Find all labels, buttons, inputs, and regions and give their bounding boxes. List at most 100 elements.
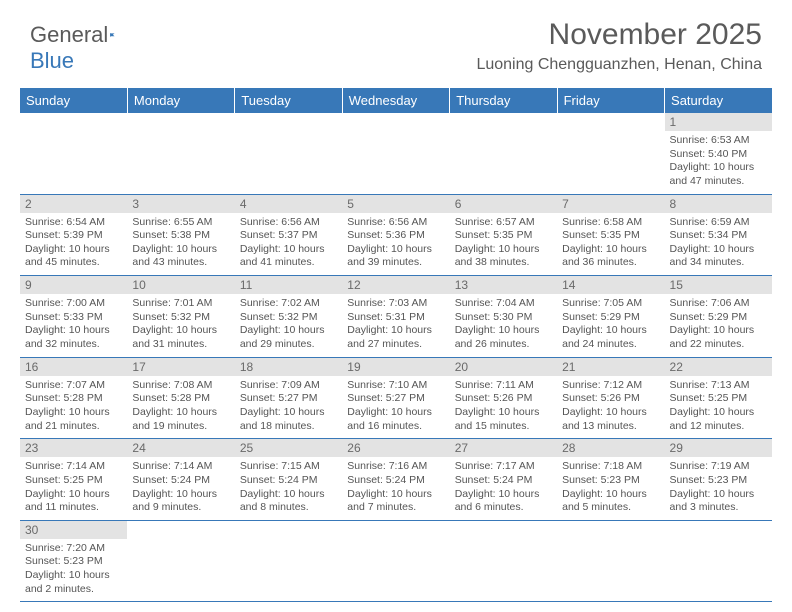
day-details: Sunrise: 7:14 AMSunset: 5:25 PMDaylight:… <box>20 457 127 520</box>
calendar-cell: 22Sunrise: 7:13 AMSunset: 5:25 PMDayligh… <box>665 357 772 439</box>
calendar-cell: 17Sunrise: 7:08 AMSunset: 5:28 PMDayligh… <box>127 357 234 439</box>
calendar-header-row: SundayMondayTuesdayWednesdayThursdayFrid… <box>20 88 772 113</box>
day-number: 21 <box>557 358 664 376</box>
day-details: Sunrise: 6:58 AMSunset: 5:35 PMDaylight:… <box>557 213 664 276</box>
day-number: 28 <box>557 439 664 457</box>
calendar-cell: 3Sunrise: 6:55 AMSunset: 5:38 PMDaylight… <box>127 194 234 276</box>
calendar-cell: 7Sunrise: 6:58 AMSunset: 5:35 PMDaylight… <box>557 194 664 276</box>
calendar-cell: 23Sunrise: 7:14 AMSunset: 5:25 PMDayligh… <box>20 439 127 521</box>
day-details: Sunrise: 7:19 AMSunset: 5:23 PMDaylight:… <box>665 457 772 520</box>
day-number: 26 <box>342 439 449 457</box>
day-details: Sunrise: 7:11 AMSunset: 5:26 PMDaylight:… <box>450 376 557 439</box>
day-number: 9 <box>20 276 127 294</box>
calendar-cell <box>557 520 664 602</box>
day-number: 16 <box>20 358 127 376</box>
day-details: Sunrise: 7:12 AMSunset: 5:26 PMDaylight:… <box>557 376 664 439</box>
flag-icon <box>110 25 116 45</box>
day-number: 19 <box>342 358 449 376</box>
day-details: Sunrise: 7:05 AMSunset: 5:29 PMDaylight:… <box>557 294 664 357</box>
calendar-week: 30Sunrise: 7:20 AMSunset: 5:23 PMDayligh… <box>20 520 772 602</box>
calendar-cell: 20Sunrise: 7:11 AMSunset: 5:26 PMDayligh… <box>450 357 557 439</box>
calendar-cell: 1Sunrise: 6:53 AMSunset: 5:40 PMDaylight… <box>665 113 772 194</box>
day-number: 1 <box>665 113 772 131</box>
day-number: 14 <box>557 276 664 294</box>
day-number: 29 <box>665 439 772 457</box>
calendar-cell: 18Sunrise: 7:09 AMSunset: 5:27 PMDayligh… <box>235 357 342 439</box>
day-number: 2 <box>20 195 127 213</box>
calendar-week: 2Sunrise: 6:54 AMSunset: 5:39 PMDaylight… <box>20 194 772 276</box>
day-number: 15 <box>665 276 772 294</box>
calendar-cell <box>127 113 234 194</box>
calendar-cell: 15Sunrise: 7:06 AMSunset: 5:29 PMDayligh… <box>665 276 772 358</box>
day-details: Sunrise: 6:57 AMSunset: 5:35 PMDaylight:… <box>450 213 557 276</box>
day-number: 11 <box>235 276 342 294</box>
day-details: Sunrise: 6:56 AMSunset: 5:36 PMDaylight:… <box>342 213 449 276</box>
calendar-cell: 28Sunrise: 7:18 AMSunset: 5:23 PMDayligh… <box>557 439 664 521</box>
day-details: Sunrise: 7:10 AMSunset: 5:27 PMDaylight:… <box>342 376 449 439</box>
day-number: 8 <box>665 195 772 213</box>
day-details: Sunrise: 6:54 AMSunset: 5:39 PMDaylight:… <box>20 213 127 276</box>
day-number: 17 <box>127 358 234 376</box>
day-details: Sunrise: 7:16 AMSunset: 5:24 PMDaylight:… <box>342 457 449 520</box>
day-header: Sunday <box>20 88 127 113</box>
calendar-cell: 6Sunrise: 6:57 AMSunset: 5:35 PMDaylight… <box>450 194 557 276</box>
calendar-cell <box>127 520 234 602</box>
calendar-week: 23Sunrise: 7:14 AMSunset: 5:25 PMDayligh… <box>20 439 772 521</box>
day-number: 13 <box>450 276 557 294</box>
day-number: 10 <box>127 276 234 294</box>
day-header: Tuesday <box>235 88 342 113</box>
location: Luoning Chengguanzhen, Henan, China <box>476 56 762 74</box>
day-details: Sunrise: 7:13 AMSunset: 5:25 PMDaylight:… <box>665 376 772 439</box>
day-number: 24 <box>127 439 234 457</box>
day-header: Monday <box>127 88 234 113</box>
day-number: 23 <box>20 439 127 457</box>
day-details: Sunrise: 6:55 AMSunset: 5:38 PMDaylight:… <box>127 213 234 276</box>
day-details: Sunrise: 7:15 AMSunset: 5:24 PMDaylight:… <box>235 457 342 520</box>
day-header: Thursday <box>450 88 557 113</box>
day-number: 22 <box>665 358 772 376</box>
calendar-cell: 29Sunrise: 7:19 AMSunset: 5:23 PMDayligh… <box>665 439 772 521</box>
calendar-cell: 27Sunrise: 7:17 AMSunset: 5:24 PMDayligh… <box>450 439 557 521</box>
day-number: 20 <box>450 358 557 376</box>
calendar-cell: 24Sunrise: 7:14 AMSunset: 5:24 PMDayligh… <box>127 439 234 521</box>
calendar-cell: 2Sunrise: 6:54 AMSunset: 5:39 PMDaylight… <box>20 194 127 276</box>
day-details: Sunrise: 7:00 AMSunset: 5:33 PMDaylight:… <box>20 294 127 357</box>
calendar-cell: 19Sunrise: 7:10 AMSunset: 5:27 PMDayligh… <box>342 357 449 439</box>
day-details: Sunrise: 7:14 AMSunset: 5:24 PMDaylight:… <box>127 457 234 520</box>
day-number: 5 <box>342 195 449 213</box>
day-details: Sunrise: 6:53 AMSunset: 5:40 PMDaylight:… <box>665 131 772 194</box>
calendar-cell <box>665 520 772 602</box>
calendar-week: 1Sunrise: 6:53 AMSunset: 5:40 PMDaylight… <box>20 113 772 194</box>
calendar-cell: 13Sunrise: 7:04 AMSunset: 5:30 PMDayligh… <box>450 276 557 358</box>
calendar-cell: 25Sunrise: 7:15 AMSunset: 5:24 PMDayligh… <box>235 439 342 521</box>
calendar-cell <box>235 113 342 194</box>
day-details: Sunrise: 7:01 AMSunset: 5:32 PMDaylight:… <box>127 294 234 357</box>
calendar-cell: 4Sunrise: 6:56 AMSunset: 5:37 PMDaylight… <box>235 194 342 276</box>
title-block: November 2025 Luoning Chengguanzhen, Hen… <box>476 18 762 74</box>
day-number: 18 <box>235 358 342 376</box>
day-details: Sunrise: 6:59 AMSunset: 5:34 PMDaylight:… <box>665 213 772 276</box>
day-number: 12 <box>342 276 449 294</box>
calendar-cell: 8Sunrise: 6:59 AMSunset: 5:34 PMDaylight… <box>665 194 772 276</box>
day-details: Sunrise: 7:09 AMSunset: 5:27 PMDaylight:… <box>235 376 342 439</box>
day-details: Sunrise: 7:20 AMSunset: 5:23 PMDaylight:… <box>20 539 127 602</box>
calendar-cell: 26Sunrise: 7:16 AMSunset: 5:24 PMDayligh… <box>342 439 449 521</box>
day-details: Sunrise: 7:02 AMSunset: 5:32 PMDaylight:… <box>235 294 342 357</box>
calendar-table: SundayMondayTuesdayWednesdayThursdayFrid… <box>20 88 772 602</box>
header: General November 2025 Luoning Chengguanz… <box>0 0 792 80</box>
calendar-cell: 16Sunrise: 7:07 AMSunset: 5:28 PMDayligh… <box>20 357 127 439</box>
day-details: Sunrise: 6:56 AMSunset: 5:37 PMDaylight:… <box>235 213 342 276</box>
calendar-body: 1Sunrise: 6:53 AMSunset: 5:40 PMDaylight… <box>20 113 772 602</box>
calendar-cell <box>557 113 664 194</box>
logo-text-b: Blue <box>30 48 74 74</box>
calendar-cell: 10Sunrise: 7:01 AMSunset: 5:32 PMDayligh… <box>127 276 234 358</box>
calendar-cell <box>342 113 449 194</box>
day-details: Sunrise: 7:08 AMSunset: 5:28 PMDaylight:… <box>127 376 234 439</box>
calendar-cell: 9Sunrise: 7:00 AMSunset: 5:33 PMDaylight… <box>20 276 127 358</box>
calendar-cell <box>450 113 557 194</box>
month-title: November 2025 <box>476 18 762 52</box>
day-number: 30 <box>20 521 127 539</box>
calendar-week: 16Sunrise: 7:07 AMSunset: 5:28 PMDayligh… <box>20 357 772 439</box>
logo-text-a: General <box>30 22 108 48</box>
day-details: Sunrise: 7:07 AMSunset: 5:28 PMDaylight:… <box>20 376 127 439</box>
